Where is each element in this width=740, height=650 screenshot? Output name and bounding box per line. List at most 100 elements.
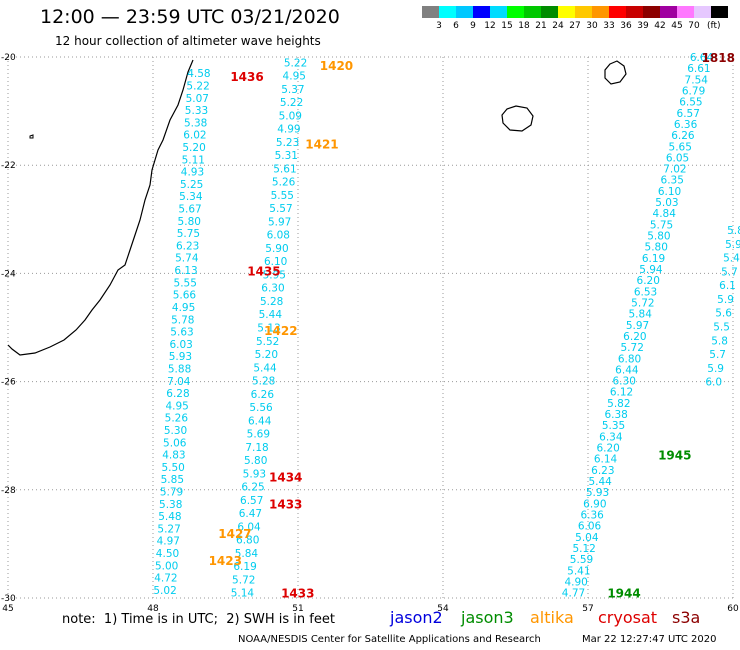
wave-height-label: 5.84 xyxy=(235,548,259,560)
wave-height-label: 5.13 xyxy=(257,323,280,335)
credit-text: NOAA/NESDIS Center for Satellite Applica… xyxy=(238,634,541,645)
legend-swatch xyxy=(609,6,626,18)
x-tick-label: 57 xyxy=(582,604,593,614)
wave-height-label: 5.25 xyxy=(180,179,203,191)
pass-time-label: 1433 xyxy=(269,497,302,511)
legend-tick-label: 36 xyxy=(620,21,632,31)
wave-height-label: 5.97 xyxy=(268,216,291,228)
wave-height-label: 6.23 xyxy=(591,465,614,477)
wave-height-label: 5.28 xyxy=(260,296,283,308)
wave-height-label: 5.75 xyxy=(650,219,673,231)
legend-tick-label: 15 xyxy=(501,21,513,31)
wave-height-label: 5.55 xyxy=(271,190,294,202)
wave-height-label: 5.7 xyxy=(721,266,738,278)
wave-height-label: 5.95 xyxy=(263,269,286,281)
wave-height-label: 6.57 xyxy=(240,495,263,507)
footer-note: note: 1) Time is in UTC; 2) SWH is in fe… xyxy=(62,612,335,627)
legend-swatch xyxy=(677,6,694,18)
wave-height-label: 6.10 xyxy=(264,256,287,268)
wave-height-label: 6.34 xyxy=(599,431,623,443)
legend-tick-label: 6 xyxy=(453,21,459,31)
wave-height-label: 5.04 xyxy=(575,532,599,544)
legend-swatch xyxy=(643,6,660,18)
wave-height-label: 6.08 xyxy=(267,230,290,242)
wave-height-label: 5.38 xyxy=(184,117,207,129)
wave-height-label: 5.8 xyxy=(711,335,728,347)
wave-height-label: 5.72 xyxy=(621,342,644,354)
wave-height-label: 5.5 xyxy=(713,322,730,334)
wave-height-label: 5.94 xyxy=(639,264,663,276)
wave-height-label: 5.80 xyxy=(647,231,670,243)
wave-height-label: 5.26 xyxy=(272,177,296,189)
wave-height-label: 5.93 xyxy=(586,487,609,499)
wave-height-label: 6.04 xyxy=(237,521,261,533)
reunion-coastline xyxy=(501,105,534,132)
wave-height-label: 6.35 xyxy=(661,175,684,187)
wave-height-label: 4.95 xyxy=(283,71,306,83)
wave-height-label: 6.23 xyxy=(176,240,199,252)
wave-height-label: 6.26 xyxy=(671,130,695,142)
wave-height-label: 5.67 xyxy=(178,204,201,216)
wave-height-label: 6.80 xyxy=(618,353,641,365)
wave-height-label: 7.18 xyxy=(245,442,268,454)
legend-tick-label: 70 xyxy=(688,21,700,31)
pass-time-label: 1818 xyxy=(702,51,735,65)
pass-time-label: 1427 xyxy=(218,527,251,541)
wave-height-label: 5.72 xyxy=(232,574,255,586)
satellite-altika: altika xyxy=(530,608,574,627)
wave-height-label: 4.72 xyxy=(154,573,177,585)
wave-height-label: 6.38 xyxy=(604,409,627,421)
x-tick-label: 60 xyxy=(727,604,739,614)
wave-height-label: 6.55 xyxy=(679,97,702,109)
wave-height-label: 4.84 xyxy=(653,208,677,220)
wave-tracks: 4.585.225.075.335.386.025.205.114.935.25… xyxy=(153,52,740,600)
wave-height-label: 5.44 xyxy=(588,476,612,488)
satellite-s3a: s3a xyxy=(672,608,701,627)
legend-swatch xyxy=(456,6,473,18)
wave-height-label: 5.14 xyxy=(231,588,255,600)
wave-height-label: 5.59 xyxy=(570,554,593,566)
wave-height-label: 5.93 xyxy=(243,468,266,480)
wave-height-label: 5.03 xyxy=(655,197,678,209)
wave-height-label: 6.19 xyxy=(642,253,665,265)
wave-height-label: 5.00 xyxy=(155,560,178,572)
wave-height-label: 5.78 xyxy=(171,314,194,326)
legend-swatch xyxy=(490,6,507,18)
wave-height-label: 5.75 xyxy=(177,228,200,240)
wave-height-label: 7.02 xyxy=(663,164,686,176)
wave-height-label: 5.20 xyxy=(182,142,205,154)
x-tick-label: 48 xyxy=(147,604,159,614)
y-tick-label: -28 xyxy=(1,486,16,496)
wave-height-label: 5.35 xyxy=(602,420,625,432)
wave-height-label: 5.52 xyxy=(256,336,279,348)
wave-height-label: 5.57 xyxy=(269,203,292,215)
legend-tick-label: 45 xyxy=(671,21,683,31)
wave-height-label: 6.80 xyxy=(236,535,259,547)
mauritius-coastline xyxy=(604,60,627,85)
time-labels: 1436 1420 1421 1818 1435 1422 1945 1434 1433 1427… xyxy=(209,51,735,601)
wave-height-label: 6.14 xyxy=(594,454,618,466)
wave-height-label: 6.53 xyxy=(634,286,657,298)
wave-height-label: 6.26 xyxy=(251,389,275,401)
wave-height-label: 6.30 xyxy=(261,283,284,295)
wave-height-label: 5.02 xyxy=(153,585,176,597)
wave-height-label: 5.37 xyxy=(281,84,304,96)
pass-time-label: 1945 xyxy=(658,449,691,463)
wave-height-label: 5.80 xyxy=(645,242,668,254)
wave-height-label: 5.69 xyxy=(247,429,270,441)
wave-height-label: 4.83 xyxy=(162,450,185,462)
legend-tick-label: 33 xyxy=(603,21,615,31)
pass-time-label: 1421 xyxy=(305,138,338,152)
wave-height-label: 6.10 xyxy=(658,186,681,198)
legend-tick-label: 18 xyxy=(518,21,530,31)
pass-time-label: 1434 xyxy=(269,470,302,484)
wave-height-label: 4.95 xyxy=(172,302,195,314)
wave-height-label: 5.79 xyxy=(160,486,183,498)
wave-height-label: 6.06 xyxy=(578,521,602,533)
wave-height-label: 5.61 xyxy=(273,163,296,175)
wave-height-label: 5.26 xyxy=(165,413,189,425)
legend-tick-label: 3 xyxy=(436,21,442,31)
color-scale-legend: 3 6 9 12 15 18 21 24 27 30 33 36 39 42 45 70 (ft) xyxy=(422,6,728,34)
wave-height-label: 5.22 xyxy=(186,81,209,93)
